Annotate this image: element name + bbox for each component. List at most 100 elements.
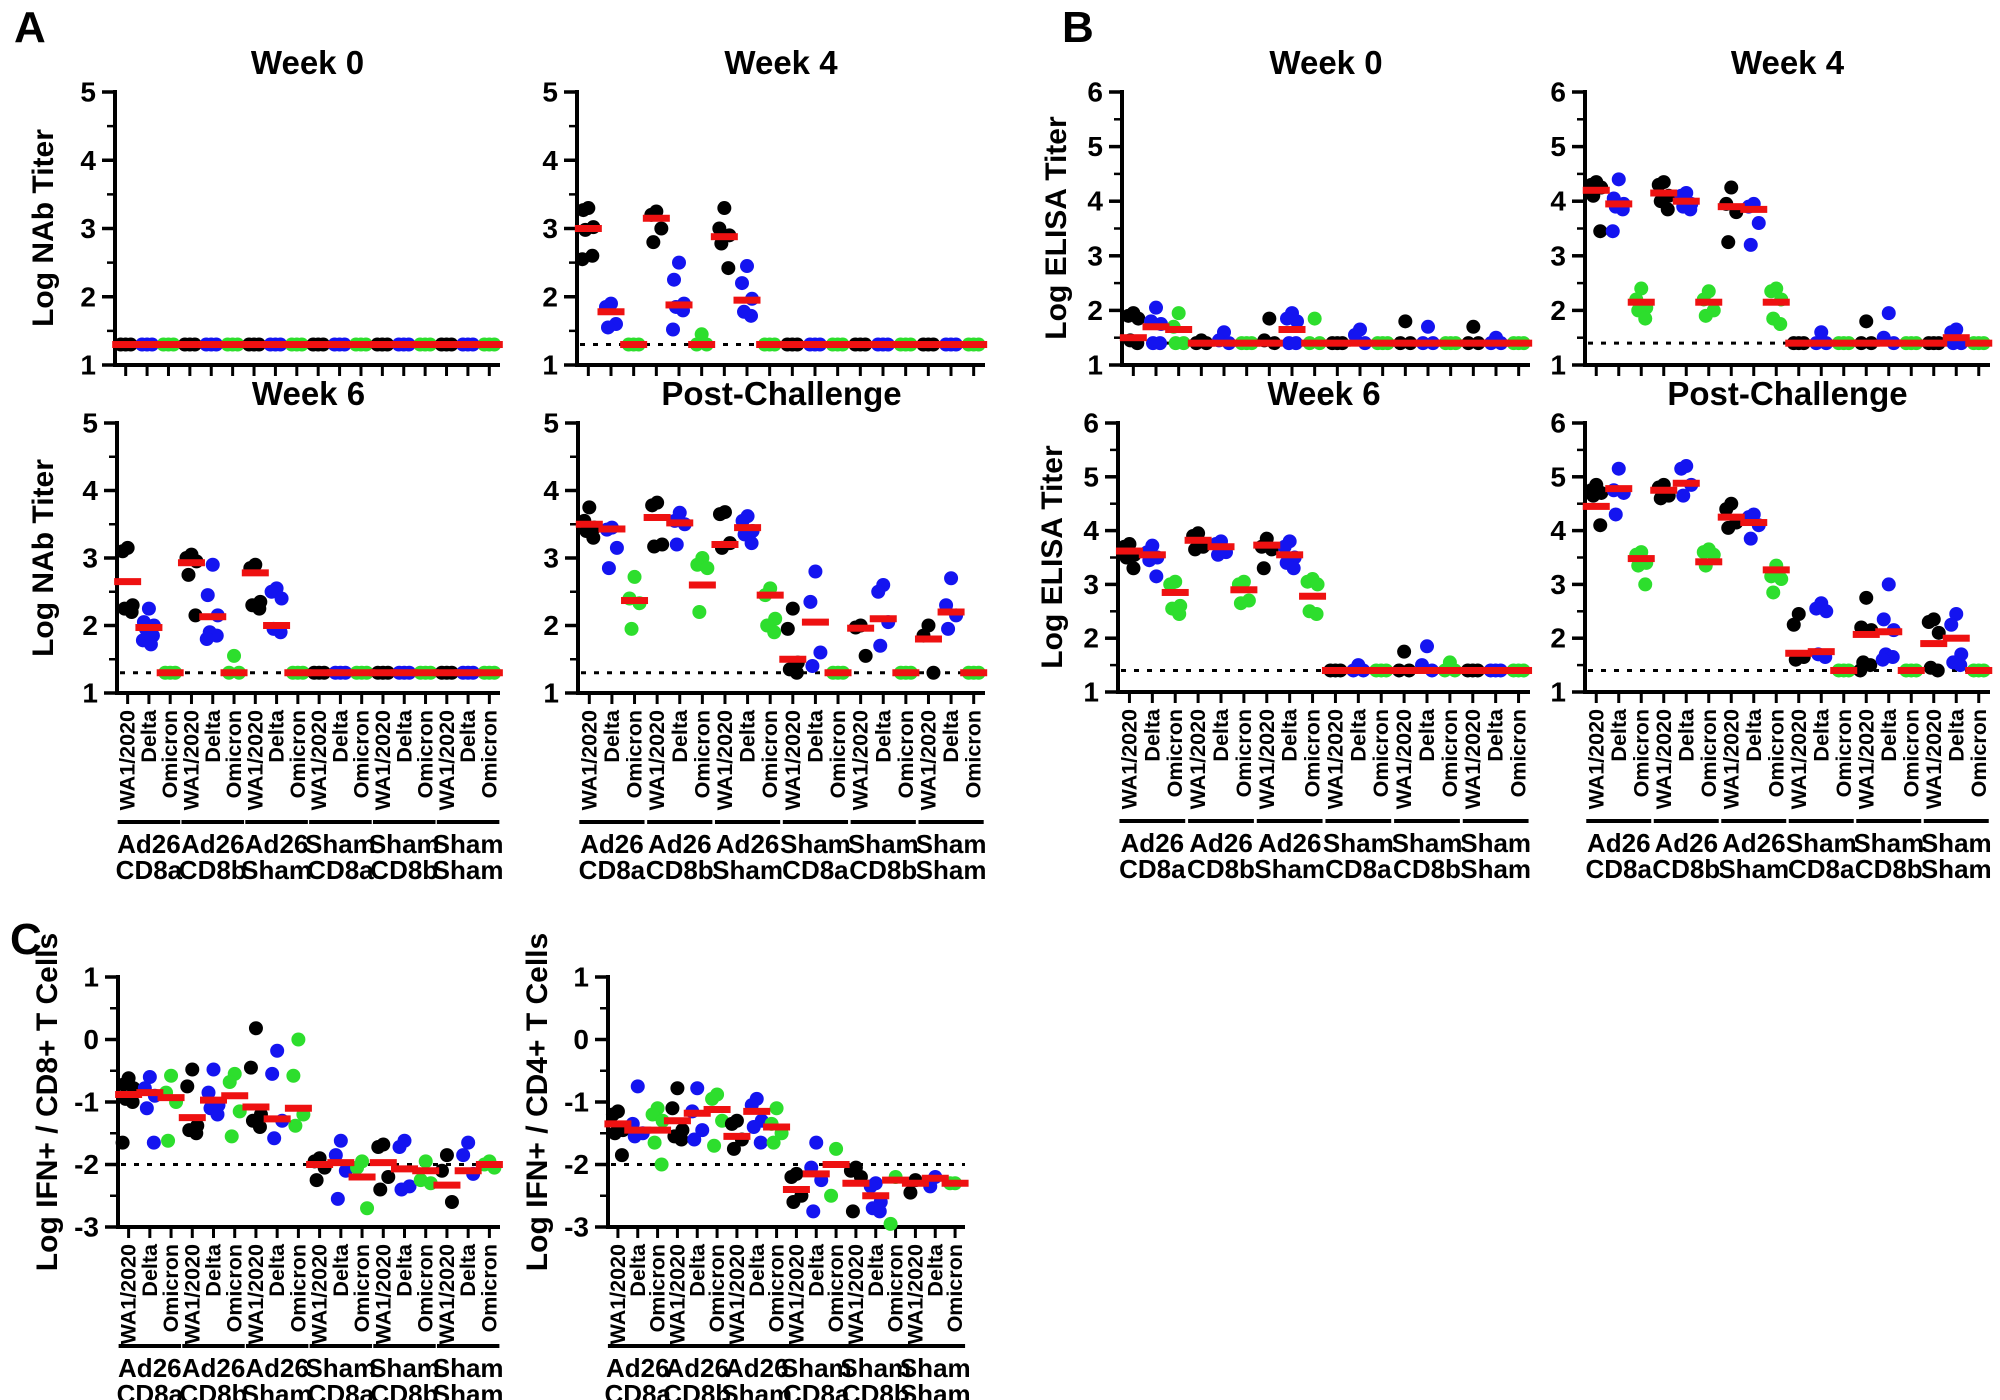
data-point [601, 320, 615, 335]
data-point [721, 261, 736, 276]
data-point [646, 235, 661, 250]
data-point [461, 1135, 476, 1150]
median-line [723, 1132, 751, 1140]
data-point [1791, 606, 1806, 621]
group-label-line1: Ad26 [245, 1353, 309, 1383]
group-underline [373, 1344, 436, 1348]
median-line [703, 1106, 731, 1113]
y-tick-label: 6 [1550, 77, 1566, 108]
x-tick-label: Omicron [1832, 709, 1856, 797]
median-line [454, 669, 482, 677]
median-line [263, 622, 291, 629]
data-point [576, 203, 591, 218]
y-tick-label: 1 [1083, 677, 1099, 708]
x-tick-label: Omicron [690, 710, 714, 798]
median-line [1965, 666, 1993, 674]
median-line [1482, 339, 1510, 347]
data-point [687, 1132, 702, 1147]
x-tick-label: WA1/2020 [713, 710, 737, 810]
median-line [1414, 339, 1442, 347]
x-tick-label: Delta [1809, 708, 1833, 762]
median-line [348, 1173, 376, 1181]
median-line [1740, 519, 1768, 527]
median-line [241, 569, 269, 577]
plot-title: Week 4 [724, 44, 838, 81]
median-line [1187, 339, 1215, 347]
x-tick-label: Delta [1484, 708, 1508, 762]
median-line [348, 669, 376, 677]
x-tick-label: Delta [871, 709, 895, 763]
median-line [368, 341, 396, 349]
data-point [164, 1068, 179, 1083]
plot-a-week0: 1 2 3 4 5 Week 0 Log NAb Titer [27, 44, 503, 381]
data-point [371, 1140, 386, 1154]
median-line [263, 1115, 291, 1123]
data-point [824, 1188, 839, 1203]
median-line [1505, 666, 1533, 674]
axes-b-week4: 1 2 3 4 5 6 [1550, 77, 1990, 381]
median-lines-b-week6 [1115, 536, 1533, 674]
x-tick-label: Delta [393, 1243, 417, 1297]
group-label-line2: CD8b [1652, 854, 1720, 884]
data-point [941, 621, 956, 636]
x-tick-label: WA1/2020 [1922, 709, 1946, 809]
data-point [829, 1141, 844, 1156]
group-label-line2: CD8a [783, 1379, 850, 1400]
group-label-line2: CD8b [849, 855, 917, 885]
median-line [604, 1120, 632, 1128]
data-point [1420, 639, 1434, 654]
data-point [1211, 547, 1225, 562]
median-line [597, 308, 625, 316]
data-point [267, 1131, 282, 1146]
median-line [1582, 186, 1610, 194]
group-label-line1: Ad26 [648, 829, 712, 859]
median-line [733, 296, 761, 304]
data-point [746, 1120, 761, 1134]
data-point [456, 1148, 471, 1163]
data-point [806, 1204, 821, 1219]
median-line [199, 613, 227, 621]
group-label-line1: Ad26 [245, 829, 309, 859]
median-line [1740, 205, 1768, 213]
y-tick-label: 4 [1087, 186, 1103, 217]
x-tick-label: WA1/2020 [1186, 709, 1210, 809]
x-tick-label: WA1/2020 [371, 1244, 395, 1344]
group-label-line2: CD8a [782, 855, 849, 885]
median-lines-a-week6 [114, 559, 503, 677]
data-point [125, 1095, 140, 1109]
data-point [1930, 663, 1945, 678]
y-tick-label: 3 [543, 543, 559, 574]
x-tick-label: WA1/2020 [1719, 709, 1743, 809]
data-point [373, 1182, 388, 1197]
x-labels-c-cd4: WA1/2020DeltaOmicronWA1/2020DeltaOmicron… [605, 1243, 971, 1400]
data-point [1921, 615, 1936, 630]
x-tick-label: Delta [864, 1243, 888, 1297]
group-underline [714, 820, 781, 824]
group-underline [436, 820, 500, 824]
data-point [1277, 539, 1292, 554]
x-tick-label: Delta [626, 1243, 650, 1297]
median-lines-b-postchallenge [1582, 479, 1993, 674]
data-point [392, 1140, 407, 1154]
axes-b-week6: 1 2 3 4 5 6 [1083, 408, 1530, 708]
median-line [782, 1186, 810, 1193]
median-line [1230, 586, 1258, 594]
y-tick-label: 1 [80, 350, 96, 381]
median-line [197, 341, 225, 349]
median-line [1391, 339, 1419, 347]
median-line [824, 669, 852, 677]
y-axis-title: Log ELISA Titer [1040, 116, 1073, 340]
median-line [433, 669, 461, 677]
data-point [252, 1120, 267, 1134]
data-point [1149, 300, 1163, 315]
x-tick-label: Delta [456, 1243, 480, 1297]
median-line [242, 1103, 270, 1111]
x-tick-label: WA1/2020 [606, 1244, 630, 1344]
data-point [291, 1032, 306, 1047]
x-tick-label: WA1/2020 [243, 710, 267, 810]
data-point [142, 1070, 157, 1084]
data-point [1348, 327, 1362, 342]
y-tick-label: -1 [74, 1087, 99, 1118]
x-tick-label: Delta [804, 1243, 828, 1297]
data-point [690, 1081, 705, 1096]
